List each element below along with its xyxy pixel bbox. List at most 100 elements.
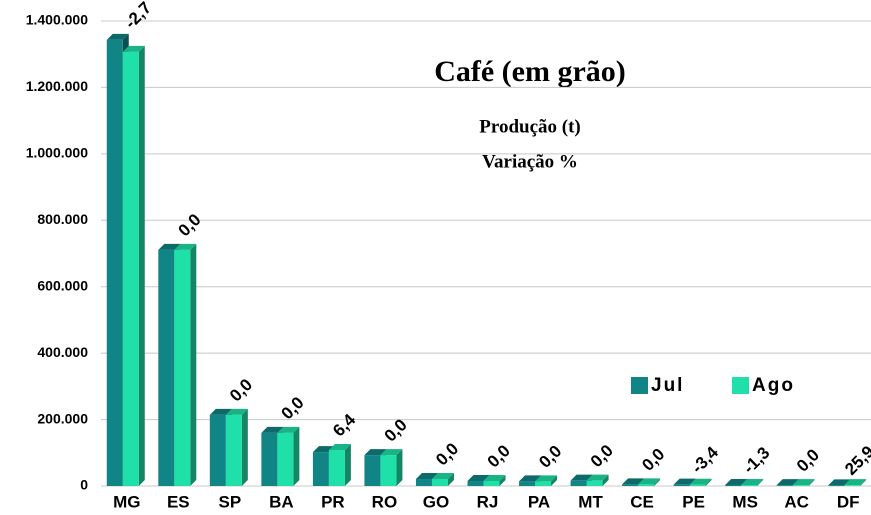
annotation: 0,0 [278, 393, 308, 423]
bar [586, 480, 603, 486]
annotation: -2,7 [121, 0, 155, 32]
bar-top [364, 449, 387, 456]
bar [312, 452, 329, 486]
bar-top [673, 478, 696, 485]
annotation: -1,3 [739, 443, 773, 477]
bar-top [415, 473, 438, 480]
x-tick-label: ES [167, 492, 190, 511]
y-tick-label: 1.000.000 [26, 145, 88, 161]
bar [776, 485, 793, 486]
bar-side [190, 243, 197, 486]
bar [225, 414, 242, 486]
bar [483, 481, 500, 486]
bar [261, 432, 278, 486]
bar [277, 432, 294, 486]
x-tick-label: MG [113, 492, 140, 511]
x-tick-label: MS [732, 492, 758, 511]
bar-side [860, 479, 867, 486]
annotation: 6,4 [329, 410, 360, 441]
bar-top [174, 243, 197, 250]
annotation: 0,0 [432, 439, 462, 469]
annotation: 0,0 [638, 445, 668, 475]
x-tick-label: AC [784, 492, 809, 511]
x-tick-label: PR [321, 492, 345, 511]
annotation: 0,0 [226, 375, 256, 405]
x-tick-label: PA [528, 492, 550, 511]
legend-label: Ago [752, 375, 795, 396]
x-tick-label: MT [578, 492, 603, 511]
bar-top [535, 475, 558, 482]
bar [622, 484, 639, 486]
bar-top [277, 426, 300, 433]
x-tick-label: CE [630, 492, 654, 511]
bar-top [158, 243, 181, 250]
bar-side [808, 479, 815, 486]
bar [174, 249, 191, 486]
bar-top [225, 408, 248, 415]
annotation: 0,0 [175, 210, 205, 240]
bar-top [209, 408, 232, 415]
bar [828, 485, 845, 486]
bar-side [293, 426, 300, 486]
bar-top [689, 478, 712, 485]
legend-swatch [631, 377, 648, 394]
x-tick-label: RO [372, 492, 398, 511]
y-tick-label: 1.200.000 [26, 78, 88, 94]
bar [673, 484, 690, 486]
bar-top [106, 33, 129, 40]
bar-top [431, 473, 454, 480]
bar-side [138, 45, 145, 487]
bar-top [467, 475, 490, 482]
bar [106, 39, 123, 487]
bar [415, 479, 432, 486]
bar [328, 449, 345, 486]
bar-top [725, 479, 748, 486]
bar-top [828, 479, 851, 486]
bar-top [792, 479, 815, 486]
bar-top [519, 475, 542, 482]
y-tick-label: 0 [80, 477, 88, 493]
bar-top [638, 478, 661, 485]
y-tick-label: 600.000 [37, 277, 88, 293]
x-tick-label: DF [837, 492, 860, 511]
bar [570, 480, 587, 486]
annotation: -3,4 [688, 442, 723, 477]
x-tick-label: RJ [477, 492, 499, 511]
y-tick-label: 200.000 [37, 410, 88, 426]
bar-side [705, 478, 712, 486]
annotation: 25,9 [841, 442, 871, 479]
bar-side [551, 475, 558, 486]
y-tick-label: 800.000 [37, 211, 88, 227]
x-tick-label: BA [269, 492, 294, 511]
bar [689, 484, 706, 486]
bar-top [261, 426, 284, 433]
bar-top [586, 474, 609, 481]
chart-subtitle: Produção (t) [479, 116, 581, 137]
annotation: 0,0 [793, 445, 823, 475]
bar [792, 485, 809, 486]
bar-side [757, 479, 764, 486]
bar-top [741, 479, 764, 486]
chart-subtitle: Variação % [482, 151, 578, 172]
bar [844, 485, 861, 486]
legend-label: Jul [651, 375, 684, 396]
y-tick-label: 1.400.000 [26, 12, 88, 28]
bar-top [570, 474, 593, 481]
bar [431, 479, 448, 486]
bar-side [241, 408, 248, 486]
bar [467, 481, 484, 486]
bar-side [447, 473, 454, 486]
bar [519, 481, 536, 486]
bar [725, 485, 742, 486]
bar-side [344, 443, 351, 486]
bar-side [499, 475, 506, 486]
bar-top [776, 479, 799, 486]
x-tick-label: PE [682, 492, 705, 511]
bar [209, 414, 226, 486]
y-tick-label: 400.000 [37, 344, 88, 360]
chart-title: Café (em grão) [434, 55, 626, 88]
bar-top [483, 475, 506, 482]
bar-side [654, 478, 661, 486]
annotation: 0,0 [484, 441, 514, 471]
